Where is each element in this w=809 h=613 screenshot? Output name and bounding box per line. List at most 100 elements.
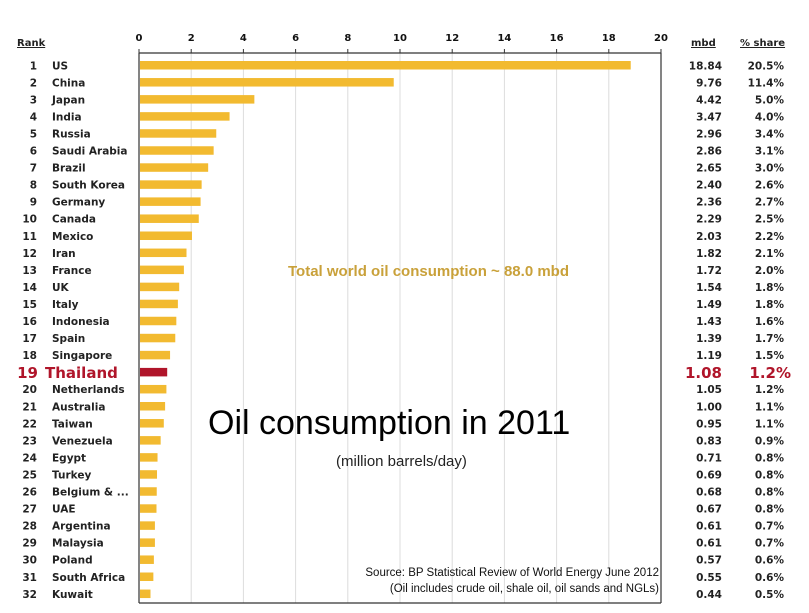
mbd-value: 1.54 — [696, 282, 722, 294]
mbd-value: 1.39 — [696, 333, 722, 345]
share-value: 0.5% — [755, 589, 785, 601]
rank-label: 2 — [30, 77, 37, 89]
rank-label: 17 — [22, 333, 37, 345]
chart-subtitle: (million barrels/day) — [336, 453, 467, 470]
total-consumption-annotation: Total world oil consumption ~ 88.0 mbd — [288, 263, 569, 280]
mbd-value: 18.84 — [689, 60, 722, 72]
bar-uk — [140, 282, 180, 292]
share-value: 2.0% — [755, 265, 785, 277]
country-label: UAE — [52, 504, 76, 516]
bar-south-korea — [140, 180, 202, 189]
mbd-value: 2.29 — [696, 214, 722, 226]
rank-label: 6 — [30, 146, 37, 158]
bar-saudi-arabia — [140, 146, 214, 155]
rank-label: 5 — [30, 128, 37, 140]
share-value: 1.1% — [755, 418, 785, 430]
bar-indonesia — [140, 316, 177, 326]
share-value: 2.5% — [755, 214, 785, 226]
rank-label: 9 — [30, 197, 37, 209]
rank-label: 3 — [30, 94, 37, 106]
mbd-value: 1.08 — [685, 364, 722, 382]
share-value: 2.7% — [755, 197, 785, 209]
share-value: 0.8% — [755, 487, 785, 499]
country-label: Canada — [52, 214, 96, 226]
mbd-value: 1.19 — [696, 350, 722, 362]
share-value: 0.8% — [755, 452, 785, 464]
rank-label: 12 — [22, 248, 37, 260]
country-label: Russia — [52, 128, 91, 140]
x-tick-label: 16 — [550, 33, 564, 44]
country-label: Iran — [52, 248, 76, 260]
mbd-value: 0.95 — [696, 418, 722, 430]
mbd-value: 1.05 — [696, 384, 722, 396]
rank-label: 22 — [22, 418, 37, 430]
rank-label: 13 — [22, 265, 37, 277]
share-value: 1.2% — [755, 384, 785, 396]
rank-label: 21 — [22, 401, 37, 413]
share-value: 1.2% — [749, 364, 791, 382]
bar-singapore — [140, 350, 171, 360]
bar-thailand — [140, 367, 168, 377]
country-label: Brazil — [52, 163, 86, 175]
rank-label: 4 — [30, 111, 37, 123]
bar-argentina — [140, 521, 155, 530]
x-tick-label: 20 — [654, 33, 668, 44]
bar-belgium- — [140, 487, 157, 496]
share-value: 2.6% — [755, 180, 785, 192]
rank-label: 16 — [22, 316, 37, 328]
country-label: Egypt — [52, 452, 86, 464]
mbd-value: 4.42 — [696, 94, 722, 106]
mbd-header: mbd — [691, 38, 716, 49]
x-tick-label: 10 — [393, 33, 407, 44]
rank-label: 24 — [22, 452, 37, 464]
bar-iran — [140, 248, 187, 258]
country-label: France — [52, 265, 92, 277]
bar-netherlands — [140, 384, 167, 394]
share-value: 20.5% — [748, 60, 785, 72]
rank-label: 11 — [22, 231, 37, 243]
rank-label: 14 — [22, 282, 37, 294]
country-label: South Africa — [52, 572, 125, 584]
rank-label: 25 — [22, 469, 37, 481]
country-label: Spain — [52, 333, 85, 345]
mbd-value: 2.40 — [696, 180, 722, 192]
country-label: Japan — [51, 94, 85, 106]
mbd-value: 1.43 — [696, 316, 722, 328]
mbd-value: 0.83 — [696, 435, 722, 447]
bar-brazil — [140, 163, 209, 172]
bar-uae — [140, 504, 157, 513]
mbd-value: 1.00 — [696, 401, 722, 413]
share-value: 1.8% — [755, 282, 785, 294]
country-label: South Korea — [52, 180, 125, 192]
x-tick-label: 4 — [240, 33, 247, 44]
mbd-value: 1.72 — [696, 265, 722, 277]
share-value: 2.1% — [755, 248, 785, 260]
row-labels: 1 US 18.84 20.5% 2 China 9.76 11.4% 3 Japan 4.42 5.… — [17, 60, 791, 601]
source-footnote: (Oil includes crude oil, shale oil, oil … — [390, 583, 659, 595]
country-label: US — [52, 60, 68, 72]
mbd-value: 2.65 — [696, 163, 722, 175]
mbd-value: 0.67 — [696, 504, 722, 516]
mbd-value: 0.61 — [696, 538, 722, 550]
mbd-value: 1.49 — [696, 299, 722, 311]
country-label: China — [52, 77, 85, 89]
share-value: 1.8% — [755, 299, 785, 311]
x-tick-label: 14 — [497, 33, 511, 44]
mbd-value: 0.57 — [696, 555, 722, 567]
mbd-value: 2.86 — [696, 146, 722, 158]
country-label: Argentina — [52, 521, 111, 533]
bar-india — [140, 112, 230, 121]
rank-header: Rank — [17, 38, 46, 49]
country-label: Kuwait — [52, 589, 93, 601]
rank-label: 32 — [22, 589, 37, 601]
rank-label: 1 — [30, 60, 37, 72]
x-tick-label: 2 — [188, 33, 195, 44]
bar-germany — [140, 197, 201, 206]
country-label: Netherlands — [52, 384, 125, 396]
rank-label: 10 — [22, 214, 37, 226]
x-tick-label: 8 — [344, 33, 351, 44]
mbd-value: 3.47 — [696, 111, 722, 123]
share-value: 1.1% — [755, 401, 785, 413]
bar-japan — [140, 95, 255, 104]
